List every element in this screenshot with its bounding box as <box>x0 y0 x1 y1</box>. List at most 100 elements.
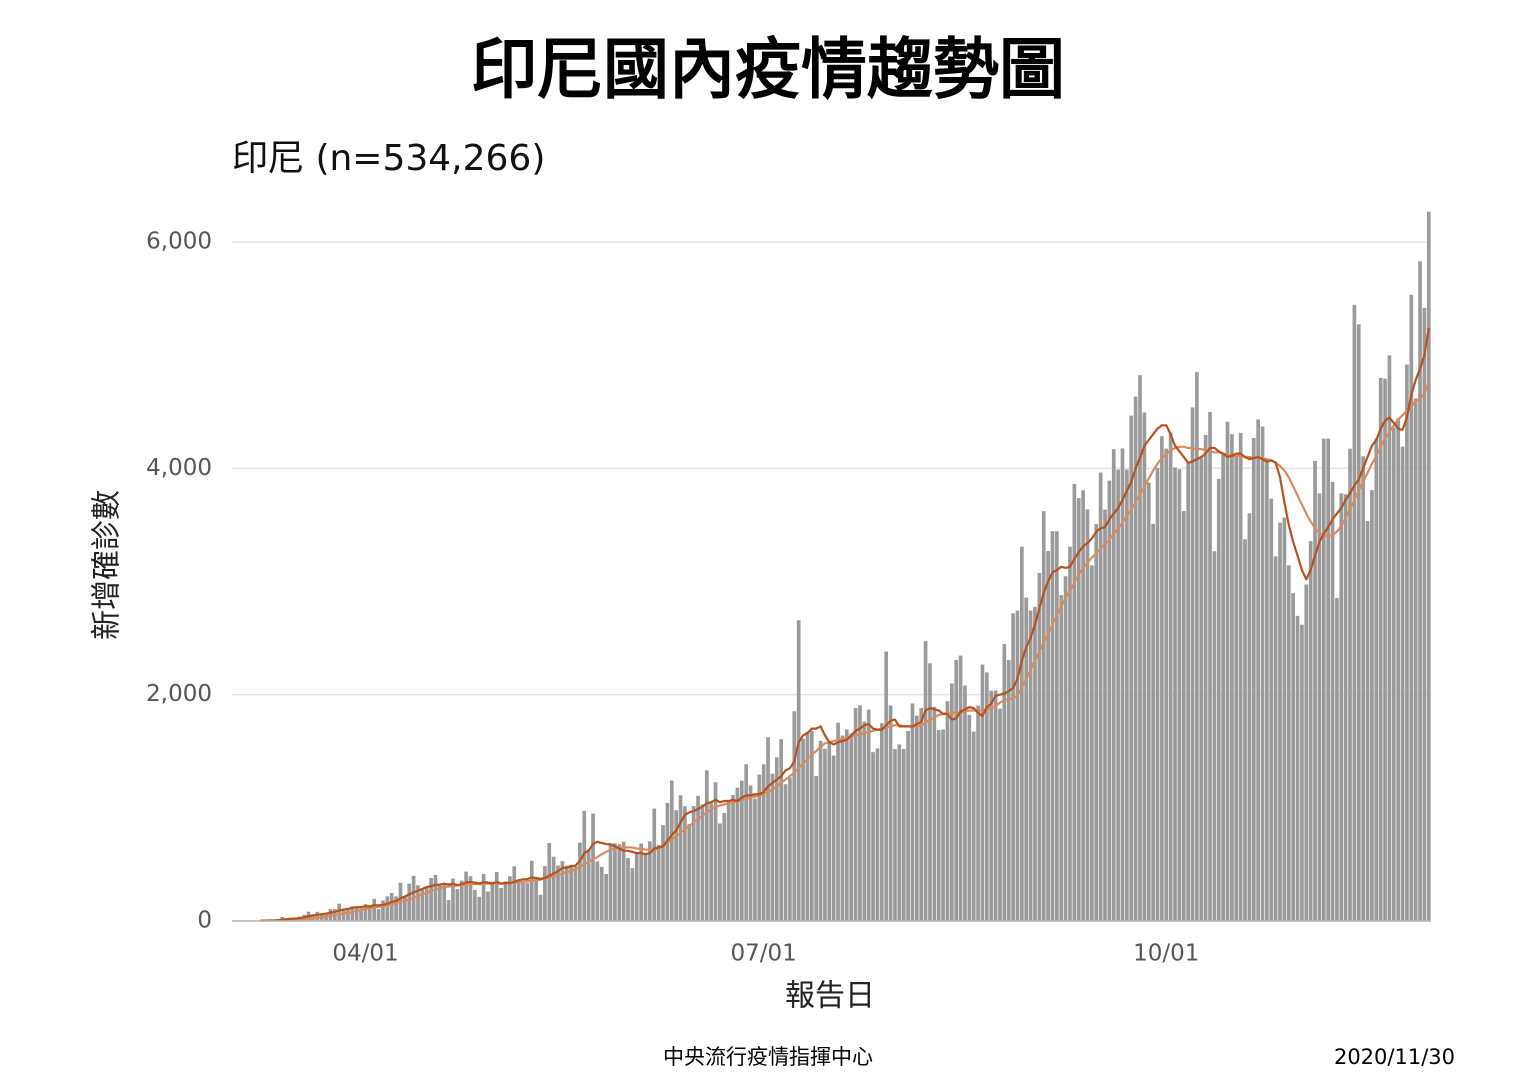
bar <box>446 900 451 921</box>
x-tick-label: 10/01 <box>1133 941 1199 967</box>
bar <box>1335 598 1339 921</box>
bar <box>809 730 814 921</box>
bar <box>481 874 486 921</box>
bar <box>508 876 512 921</box>
bar <box>709 803 714 921</box>
bar <box>788 777 792 921</box>
bar <box>1160 436 1164 921</box>
bar <box>1387 355 1392 921</box>
bar <box>1168 432 1173 921</box>
bar <box>678 795 683 921</box>
bar <box>801 738 805 921</box>
bar <box>993 690 998 921</box>
bar <box>1282 517 1287 921</box>
bar <box>1094 524 1099 921</box>
x-tick-label: 07/01 <box>731 941 797 967</box>
bar <box>429 877 433 921</box>
bar <box>661 825 665 921</box>
bar <box>1256 419 1260 921</box>
bar <box>862 721 867 921</box>
bar <box>503 881 508 921</box>
bar <box>1409 294 1414 921</box>
bar <box>1225 421 1230 921</box>
bar <box>739 780 744 921</box>
bar <box>704 770 709 921</box>
bar <box>1028 610 1033 921</box>
bar <box>486 891 490 921</box>
bar <box>866 709 871 921</box>
bar <box>1190 407 1195 921</box>
bar <box>1068 546 1072 921</box>
chart-title: 印尼國內疫情趨勢圖 <box>471 31 1065 108</box>
bar <box>1015 610 1020 921</box>
bar <box>936 730 941 921</box>
bar <box>831 755 836 921</box>
bar <box>643 854 648 921</box>
bar <box>1050 531 1055 921</box>
bar <box>1116 469 1120 921</box>
bar <box>985 672 989 921</box>
bar <box>766 737 770 921</box>
bar <box>416 885 420 921</box>
bar <box>1133 396 1138 921</box>
bar <box>1041 511 1046 921</box>
bar <box>945 701 950 921</box>
moving-average-line <box>260 327 1430 922</box>
bar <box>1107 480 1112 921</box>
bar <box>529 860 534 921</box>
bar <box>1186 461 1190 921</box>
bar <box>823 748 827 921</box>
bar <box>761 764 766 921</box>
bar <box>1383 378 1387 921</box>
bar <box>477 896 482 921</box>
bar <box>656 844 661 921</box>
bar <box>884 651 889 921</box>
bar <box>1278 522 1282 921</box>
bar <box>906 730 910 921</box>
bar <box>582 810 587 921</box>
bar <box>718 823 722 921</box>
bar <box>556 865 560 921</box>
bar <box>1129 415 1134 921</box>
bar <box>1085 509 1090 921</box>
bar <box>1273 556 1278 921</box>
bar <box>954 659 959 921</box>
bar <box>1374 438 1379 921</box>
bar <box>569 864 573 921</box>
bar <box>359 908 363 921</box>
bar <box>1265 460 1269 921</box>
bar <box>573 865 578 921</box>
bar <box>774 757 779 921</box>
bar <box>923 641 928 921</box>
bar <box>1006 660 1011 921</box>
bar <box>1111 449 1116 921</box>
bar <box>1243 539 1247 921</box>
bar <box>1330 481 1335 921</box>
bar <box>1418 261 1422 921</box>
bar <box>381 900 385 921</box>
bar <box>722 813 727 921</box>
bar <box>1033 606 1037 921</box>
bar <box>1072 484 1077 921</box>
bar <box>578 842 582 921</box>
y-tick-label: 2,000 <box>146 681 212 707</box>
y-axis-title: 新增確診數 <box>90 490 125 640</box>
bar <box>1020 546 1024 921</box>
bar <box>744 764 749 921</box>
bar <box>617 844 622 921</box>
bar <box>560 861 565 921</box>
bar <box>1356 324 1361 921</box>
bar <box>1076 498 1081 921</box>
bar <box>669 780 674 921</box>
bar <box>315 911 320 921</box>
bar <box>1391 427 1396 921</box>
bar <box>687 824 692 921</box>
bar <box>1348 448 1352 921</box>
x-tick-label: 04/01 <box>332 941 398 967</box>
bar <box>630 868 635 921</box>
bar <box>844 729 849 921</box>
bar <box>1151 523 1155 921</box>
bar <box>1396 418 1401 921</box>
bar <box>783 784 788 921</box>
bar <box>963 685 967 921</box>
